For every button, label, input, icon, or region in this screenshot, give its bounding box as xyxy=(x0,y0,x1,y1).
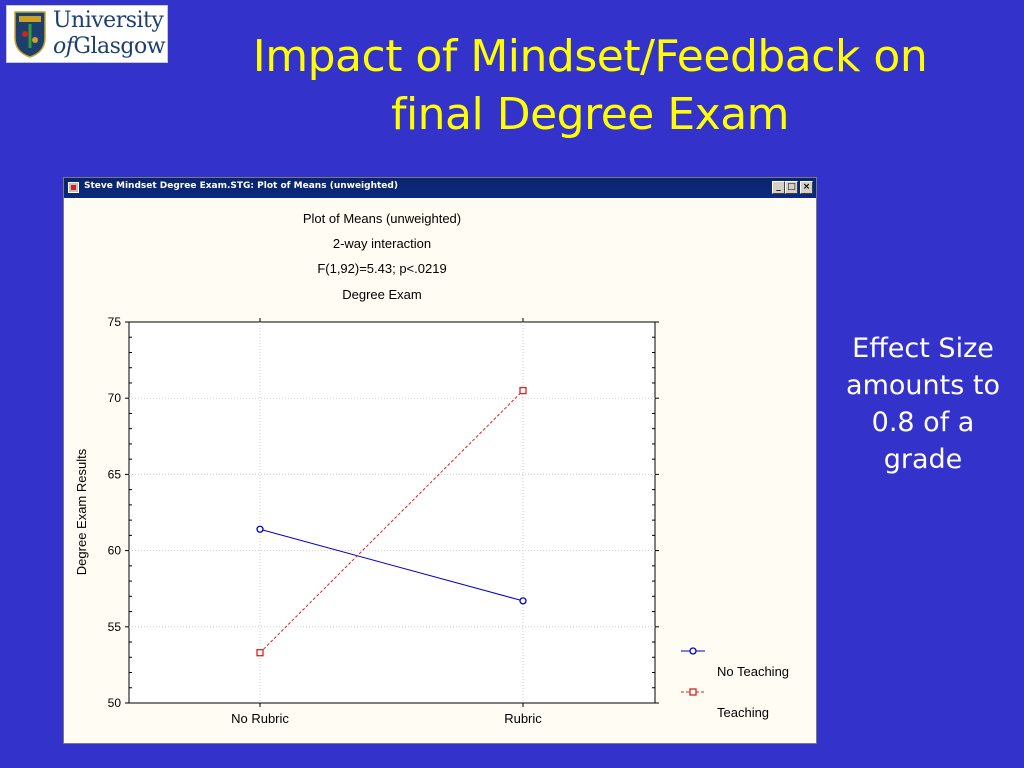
data-point-circle xyxy=(256,525,264,533)
university-logo: University ofGlasgow xyxy=(6,5,168,63)
logo-text-glasgow: ofGlasgow xyxy=(53,34,166,59)
legend-label: Teaching xyxy=(717,705,769,720)
grid-lines xyxy=(129,322,655,703)
y-axis-label: Degree Exam Results xyxy=(74,448,89,575)
slide-title: Impact of Mindset/Feedback on final Degr… xyxy=(175,28,1005,144)
logo-text-of: of xyxy=(53,34,74,59)
legend-label: No Teaching xyxy=(717,664,789,679)
logo-text-university: University xyxy=(53,8,164,33)
chart-title: Plot of Means (unweighted) xyxy=(303,211,461,226)
data-point-square xyxy=(256,649,264,657)
logo-text-glasgow-main: Glasgow xyxy=(73,34,166,59)
window-title: Steve Mindset Degree Exam.STG: Plot of M… xyxy=(84,181,398,191)
window-titlebar[interactable]: Steve Mindset Degree Exam.STG: Plot of M… xyxy=(64,178,816,198)
legend-marker-square xyxy=(689,688,697,696)
y-tick-label: 65 xyxy=(108,467,122,481)
data-series xyxy=(256,386,527,657)
chart-subtitle-2: F(1,92)=5.43; p<.0219 xyxy=(317,261,446,276)
series-line xyxy=(259,390,524,654)
series-line xyxy=(259,528,524,602)
x-tick-label: Rubric xyxy=(504,711,542,726)
side-note-line-3: 0.8 of a xyxy=(871,407,975,438)
effect-size-note: Effect Size amounts to 0.8 of a grade xyxy=(830,330,1016,478)
minimize-button[interactable]: _ xyxy=(772,181,785,194)
y-tick-label: 60 xyxy=(108,544,122,558)
y-tick-label: 50 xyxy=(108,696,122,710)
data-point-square xyxy=(519,386,527,395)
x-tick-label: No Rubric xyxy=(231,711,289,726)
y-tick-label: 55 xyxy=(108,620,122,634)
side-note-line-2: amounts to xyxy=(846,370,1000,401)
plot-window: Steve Mindset Degree Exam.STG: Plot of M… xyxy=(63,177,817,744)
side-note-line-4: grade xyxy=(883,444,963,475)
close-button[interactable]: × xyxy=(800,181,813,194)
chart-subtitle-3: Degree Exam xyxy=(342,287,421,302)
means-plot: Plot of Means (unweighted) 2-way interac… xyxy=(74,211,789,726)
slide-title-line1: Impact of Mindset/Feedback on xyxy=(252,31,928,82)
y-tick-label: 70 xyxy=(108,391,122,405)
plot-area xyxy=(128,321,656,704)
maximize-button[interactable]: □ xyxy=(785,181,798,194)
crest-icon xyxy=(14,11,46,58)
chart-legend: No Teaching Teaching xyxy=(681,647,789,720)
app-icon[interactable] xyxy=(68,182,79,193)
axis-ticks: 50 55 60 65 70 75 No Rubric Rubric xyxy=(108,315,659,726)
side-note-line-1: Effect Size xyxy=(852,333,994,364)
legend-marker-circle xyxy=(689,647,697,655)
data-point-circle xyxy=(519,597,527,605)
chart-subtitle-1: 2-way interaction xyxy=(333,236,431,251)
slide-title-line2: final Degree Exam xyxy=(390,89,790,140)
y-tick-label: 75 xyxy=(108,315,122,329)
